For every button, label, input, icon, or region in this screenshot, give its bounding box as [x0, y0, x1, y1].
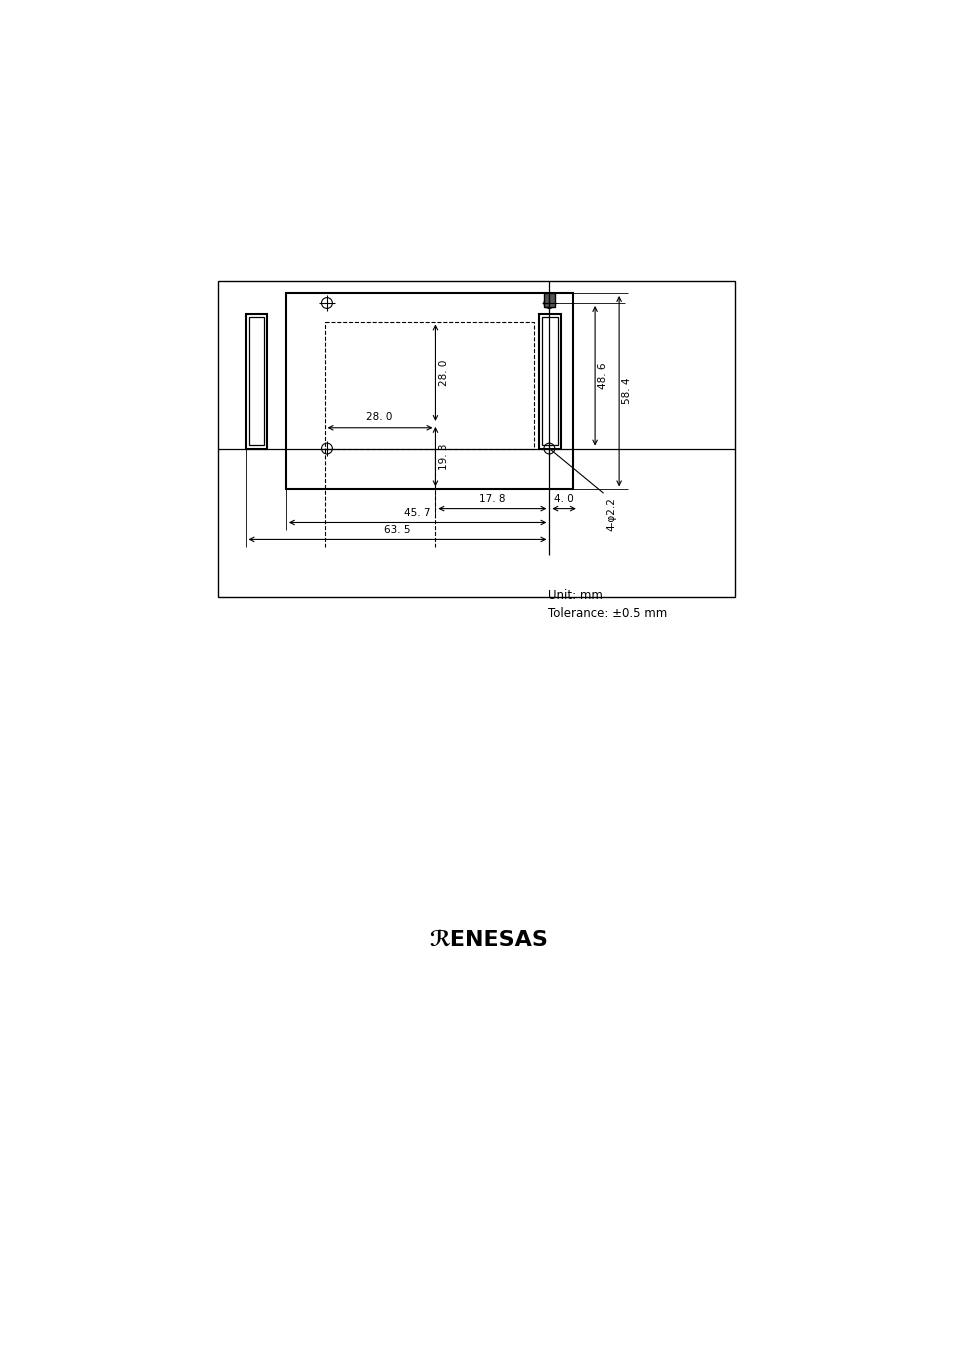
Bar	[324, 322, 534, 449]
Text: 19. 3: 19. 3	[438, 443, 448, 470]
Bar	[542, 317, 558, 446]
Text: ℛENESAS: ℛENESAS	[429, 929, 548, 950]
Text: 17. 8: 17. 8	[478, 494, 505, 504]
Text: 28. 0: 28. 0	[366, 412, 393, 423]
Text: Unit: mm
Tolerance: ±0.5 mm: Unit: mm Tolerance: ±0.5 mm	[547, 589, 666, 620]
Bar	[217, 281, 735, 597]
Text: 45. 7: 45. 7	[404, 508, 431, 517]
Bar	[286, 293, 572, 489]
Bar	[543, 293, 555, 307]
Bar	[249, 317, 264, 446]
Text: 28. 0: 28. 0	[438, 359, 448, 385]
Text: 4. 0: 4. 0	[554, 494, 574, 504]
Bar	[245, 313, 267, 449]
Bar	[538, 313, 560, 449]
Text: 48. 6: 48. 6	[598, 362, 608, 389]
Text: 63. 5: 63. 5	[384, 524, 411, 535]
Text: 4-φ2.2: 4-φ2.2	[605, 497, 616, 531]
Text: 58. 4: 58. 4	[621, 377, 632, 404]
